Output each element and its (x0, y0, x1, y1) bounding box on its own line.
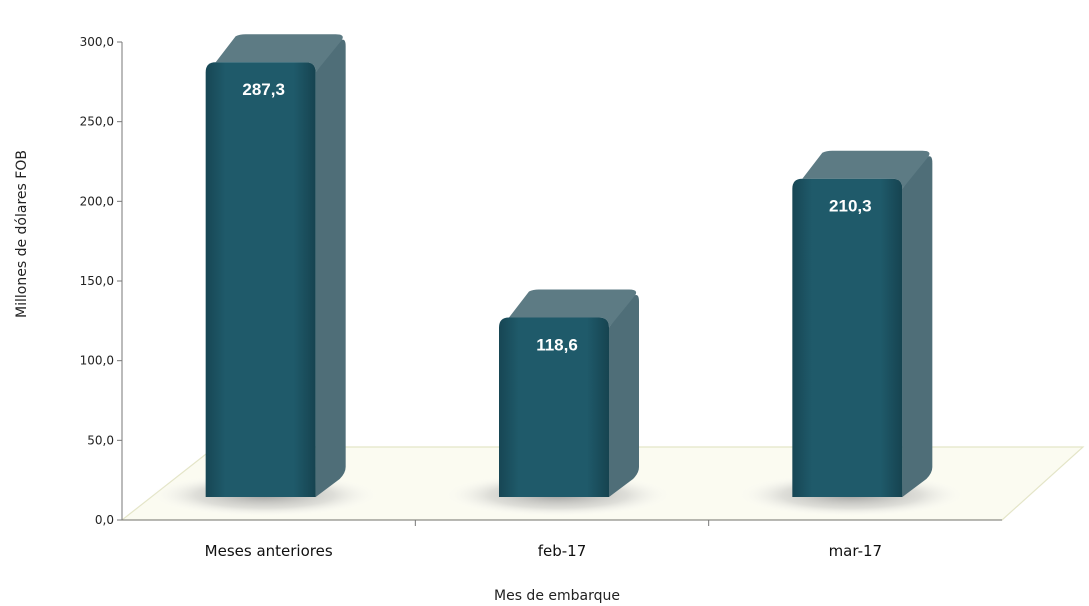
bar-front-face (792, 178, 903, 497)
y-tick-label: 50,0 (87, 433, 114, 447)
x-tick-label: Meses anteriores (205, 542, 333, 560)
y-axis-title: Millones de dólares FOB (14, 150, 30, 318)
bar-side-face (315, 39, 346, 497)
y-tick-label: 200,0 (80, 194, 114, 208)
y-tick-label: 250,0 (80, 115, 114, 129)
y-tick-label: 0,0 (95, 513, 114, 527)
bar-side-face (902, 156, 933, 497)
x-tick-label: feb-17 (538, 542, 587, 560)
y-tick-label: 300,0 (80, 35, 114, 49)
bar-side-face (609, 294, 639, 497)
x-axis: Meses anteriores feb-17 mar-17 (122, 519, 1002, 560)
y-axis: 0,0 50,0 100,0 150,0 200,0 250,0 300,0 (80, 35, 123, 527)
bar-front-face (499, 317, 609, 497)
bar-front-face (205, 62, 316, 498)
x-tick-label: mar-17 (829, 542, 883, 560)
bars (205, 34, 933, 498)
bar (499, 289, 639, 497)
x-axis-title: Mes de embarque (494, 588, 620, 604)
bar-top-face (802, 150, 930, 189)
bar-value-labels: 287,3 118,6 210,3 (242, 80, 871, 354)
bar-value-label: 210,3 (829, 197, 872, 216)
bar-top-face (509, 289, 637, 328)
bar-top-face (215, 34, 343, 73)
y-tick-label: 100,0 (80, 354, 114, 368)
bar (792, 150, 933, 497)
bar (205, 34, 346, 498)
bar-value-label: 118,6 (536, 336, 578, 355)
bar-value-label: 287,3 (242, 80, 285, 99)
y-tick-label: 150,0 (80, 274, 114, 288)
